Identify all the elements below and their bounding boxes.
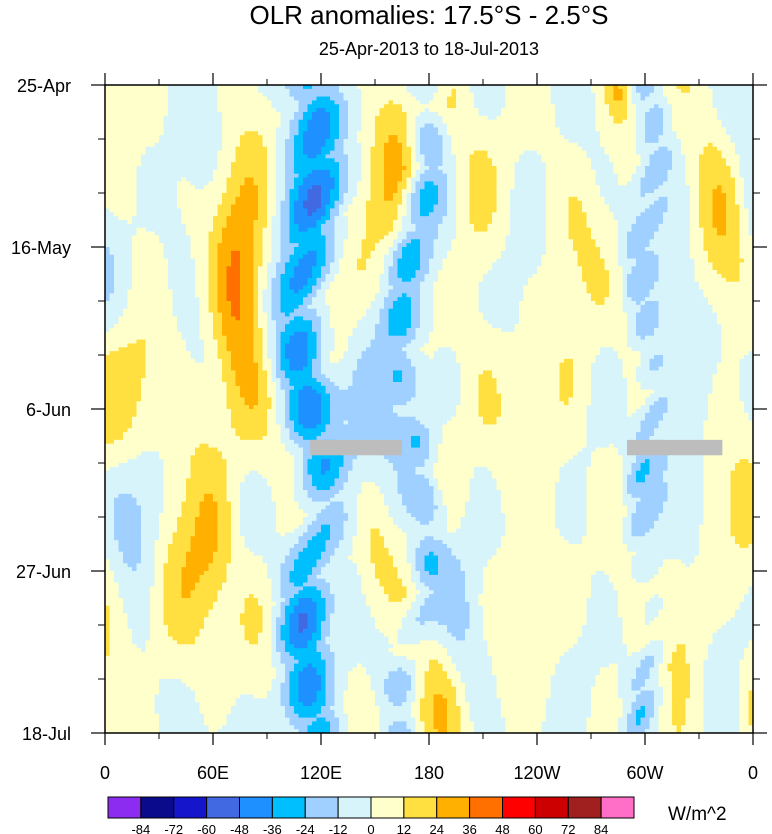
x-tick-label: 180 (414, 763, 444, 783)
x-tick-label: 120W (513, 763, 560, 783)
x-tick-label: 120E (300, 763, 342, 783)
colorbar-swatch (403, 796, 438, 819)
colorbar-label: -60 (197, 822, 216, 834)
colorbar-swatch (206, 796, 240, 819)
colorbar-swatch (469, 796, 503, 819)
colorbar: -84 -72 -60 -48 -36 -24 -12 0 12 24 36 48 60 72 84 W/m^… (107, 796, 727, 834)
colorbar-label: -84 (131, 822, 150, 834)
y-tick-label: 27-Jun (16, 562, 71, 582)
colorbar-label: 12 (397, 822, 411, 834)
y-tick-label: 16-May (11, 238, 71, 258)
chart-subtitle: 25-Apr-2013 to 18-Jul-2013 (0, 38, 772, 60)
x-tick-label: 60E (197, 763, 229, 783)
colorbar-label: -48 (230, 822, 249, 834)
colorbar-label: -12 (329, 822, 348, 834)
x-tick-label: 0 (748, 763, 758, 783)
missing-data-bar (310, 439, 402, 456)
colorbar-unit: W/m^2 (668, 804, 727, 825)
colorbar-label: 84 (594, 822, 608, 834)
colorbar-label: -24 (296, 822, 315, 834)
colorbar-swatch (337, 796, 372, 819)
colorbar-swatch (173, 796, 208, 819)
colorbar-label: 24 (430, 822, 444, 834)
colorbar-swatch (140, 796, 175, 819)
colorbar-label: 48 (495, 822, 509, 834)
colorbar-swatch (436, 796, 471, 819)
colorbar-swatch (370, 796, 405, 819)
colorbar-swatch (239, 796, 273, 819)
colorbar-label: -36 (263, 822, 282, 834)
colorbar-label: 0 (367, 822, 374, 834)
colorbar-swatch (271, 796, 306, 819)
colorbar-swatch (502, 796, 536, 819)
colorbar-swatch (567, 796, 602, 819)
colorbar-label: -72 (164, 822, 183, 834)
colorbar-swatch (107, 796, 142, 819)
x-tick-label: 0 (100, 763, 110, 783)
colorbar-swatch (534, 796, 569, 819)
colorbar-label: 72 (561, 822, 575, 834)
y-tick-label: 25-Apr (17, 76, 71, 96)
axes: 0 60E 120E 180 120W 60W 0 25-Apr 16-May 6-Jun 27-J… (11, 73, 767, 783)
missing-data-bar (627, 439, 723, 456)
colorbar-label: 60 (528, 822, 542, 834)
y-tick-label: 6-Jun (26, 400, 71, 420)
chart-title: OLR anomalies: 17.5°S - 2.5°S (0, 0, 772, 30)
x-tick-label: 60W (626, 763, 663, 783)
colorbar-swatch (304, 796, 339, 819)
colorbar-label: 36 (462, 822, 476, 834)
plot-area (105, 85, 753, 733)
colorbar-swatch (600, 796, 635, 819)
y-tick-label: 18-Jul (22, 724, 71, 744)
